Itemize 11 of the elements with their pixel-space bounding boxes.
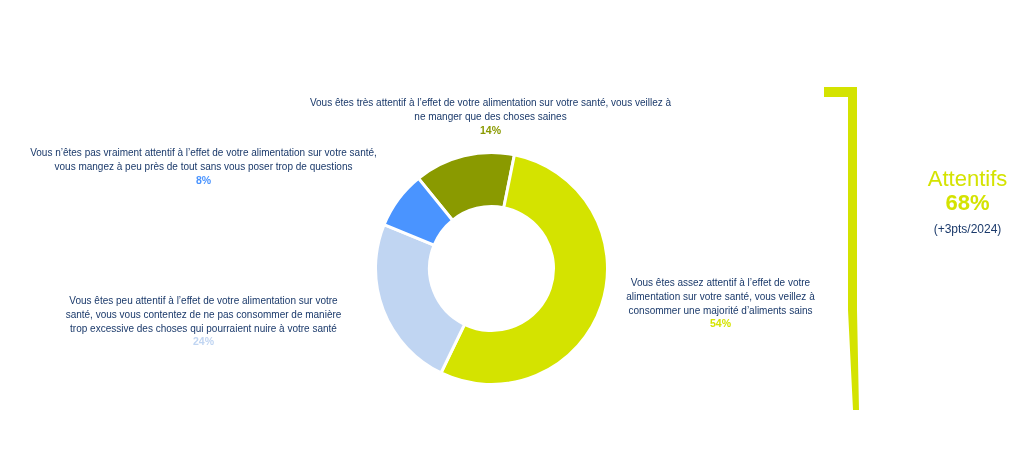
slice-label: Vous n’êtes pas vraiment attentif à l’effet de votre alimentation sur votre santé, vous mangez à peu près de tout sans vous poser trop de questions (30, 146, 377, 172)
data-label: 8% (195, 173, 212, 186)
slice-label: Vous êtes très attentif à l’effet de votre alimentation sur votre santé, vous veillez à ne manger que des choses saines (309, 96, 672, 122)
text: (+3pts/2024) (933, 221, 1002, 236)
data-label: 14% (479, 123, 502, 136)
data-label: 54% (709, 317, 732, 329)
text: Attentifs (927, 166, 1008, 191)
data-label: 24% (192, 335, 215, 347)
text: 68% (945, 190, 990, 215)
slice-label: Vous êtes peu attentif à l’effet de votre alimentation sur votre santé, vous vous contentez de ne pas consommer de manière trop excessive des choses qui pourraient nuire à votre santé (65, 294, 342, 335)
slice-label: Vous êtes assez attentif à l’effet de votre alimentation sur votre santé, vous veillez à consommer une majorité d’aliments sains (626, 276, 816, 317)
